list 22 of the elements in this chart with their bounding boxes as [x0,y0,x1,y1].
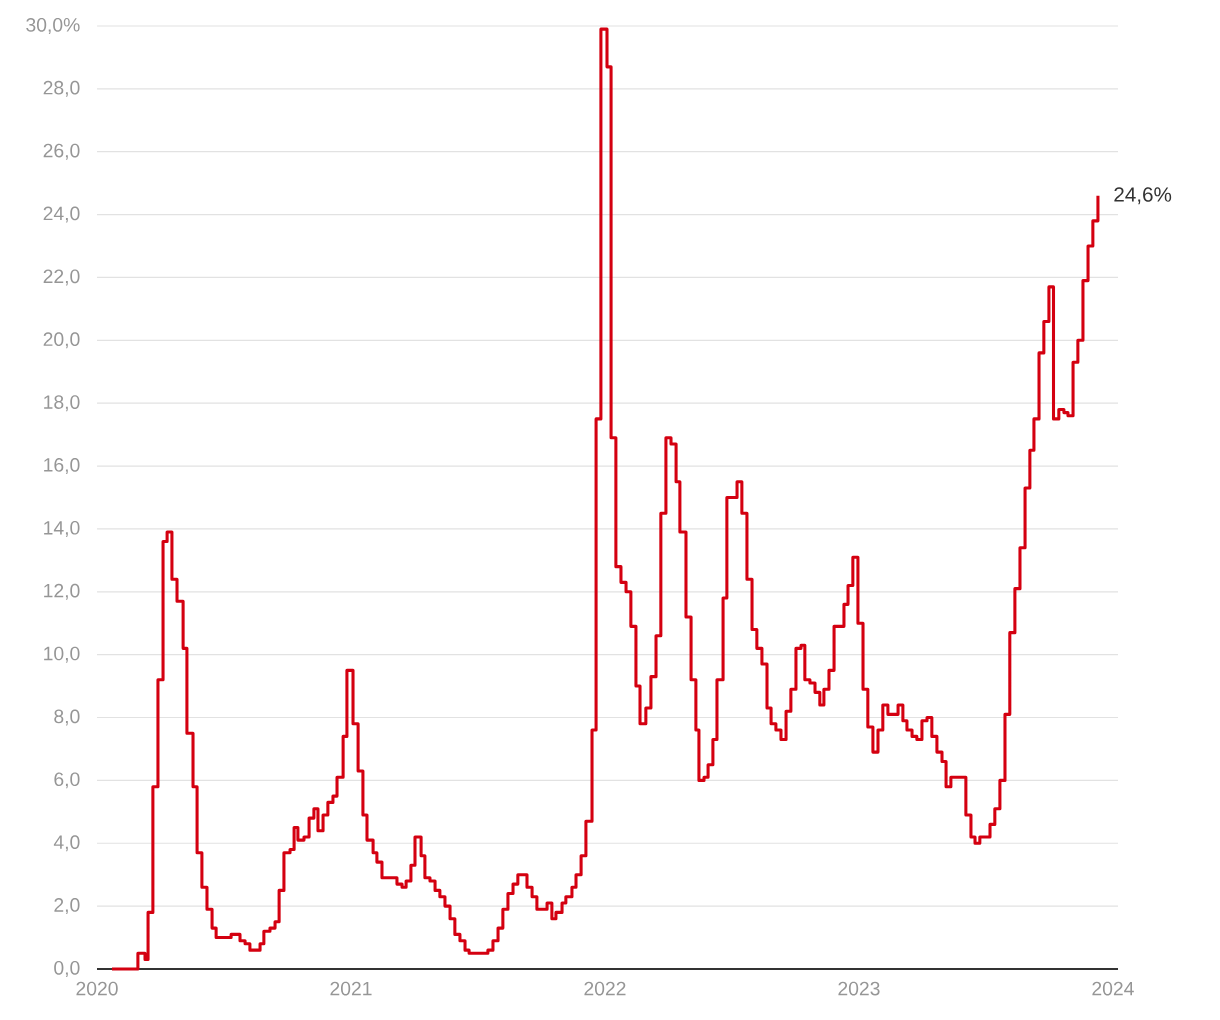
y-tick-label: 30,0% [26,17,80,34]
y-tick-label: 4,0 [53,835,80,852]
y-tick-label: 8,0 [54,709,80,726]
y-tick-label: 14,0 [44,520,80,537]
y-tick-label: 22,0 [43,269,80,286]
y-tick-label: 18,0 [44,395,80,412]
y-tick-label: 24,0 [43,206,80,223]
y-tick-label: 6,0 [54,772,80,789]
x-tick-label: 2020 [76,981,118,996]
y-tick-label: 16,0 [44,458,80,475]
x-tick-label: 2022 [584,981,626,996]
y-tick-label: 12,0 [44,583,80,600]
y-tick-label: 28,0 [43,80,80,97]
y-tick-label: 0,0 [54,960,80,977]
annotation: 24,6% [1114,187,1172,205]
x-tick-label: 2023 [838,981,880,996]
y-tick-label: 2,0 [54,898,80,915]
x-tick-label: 2021 [330,981,372,996]
y-tick-label: 10,0 [44,646,80,663]
y-tick-label: 26,0 [43,143,80,160]
x-tick-label: 2024 [1092,981,1134,996]
y-tick-label: 20,0 [43,332,80,349]
